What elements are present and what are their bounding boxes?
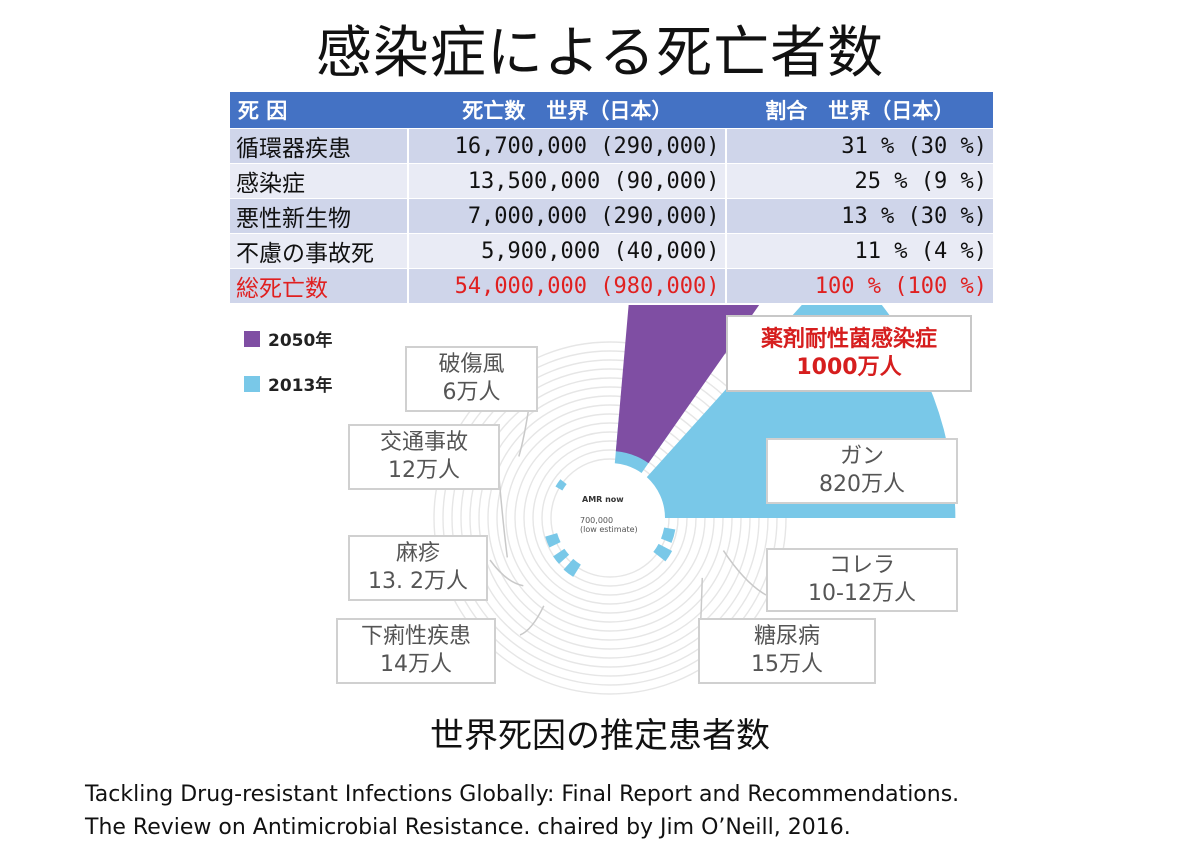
label-measles-value: 13. 2万人: [368, 569, 468, 594]
label-measles-name: 麻疹: [395, 541, 440, 566]
label-measles: 麻疹 13. 2万人: [348, 535, 488, 601]
cell-share: 25 % (9 %): [726, 163, 993, 199]
table-header-row: 死 因 死亡数 世界（日本） 割合 世界（日本）: [230, 92, 993, 129]
connector-line-2: [722, 550, 767, 596]
label-cancer: ガン 820万人: [766, 438, 958, 504]
bar-2050-0: [615, 305, 760, 464]
cell-cause: 悪性新生物: [230, 198, 410, 234]
bar-2013-2: [660, 527, 676, 543]
reference-line-2: The Review on Antimicrobial Resistance. …: [85, 815, 851, 840]
table-row: 循環器疾患 16,700,000 (290,000) 31 % (30 %): [230, 128, 993, 164]
header-deaths: 死亡数 世界（日本）: [408, 92, 727, 129]
label-traffic-name: 交通事故: [379, 430, 468, 455]
cell-deaths: 16,700,000 (290,000): [408, 128, 728, 164]
label-amr-name: 薬剤耐性菌感染症: [760, 326, 937, 352]
page-title: 感染症による死亡者数: [315, 21, 885, 86]
label-diabetes-value: 15万人: [751, 652, 823, 677]
label-amr-value: 1000万人: [796, 354, 902, 380]
center-label-note: (low estimate): [580, 525, 638, 534]
cell-share: 100 % (100 %): [726, 268, 993, 303]
connector-line-5: [489, 559, 524, 587]
label-traffic: 交通事故 12万人: [348, 424, 500, 490]
label-diabetes-name: 糖尿病: [753, 624, 820, 649]
cell-deaths: 54,000,000 (980,000): [408, 268, 728, 303]
bar-2013-5: [553, 548, 570, 564]
cell-deaths: 7,000,000 (290,000): [408, 198, 728, 234]
label-diarrhea: 下痢性疾患 14万人: [336, 618, 496, 684]
connector-line-4: [519, 605, 545, 636]
cell-cause: 不慮の事故死: [230, 233, 410, 269]
center-label-value: 700,000: [580, 516, 613, 525]
label-cholera: コレラ 10-12万人: [766, 548, 958, 612]
label-tetanus: 破傷風 6万人: [405, 346, 538, 412]
cell-share: 31 % (30 %): [726, 128, 993, 164]
center-disc: [560, 468, 660, 568]
label-tetanus-name: 破傷風: [438, 352, 505, 377]
bar-2013-6: [545, 533, 561, 548]
cell-deaths: 5,900,000 (40,000): [408, 233, 728, 269]
legend-label-2050: 2050年: [268, 331, 333, 351]
reference-line-1: Tackling Drug-resistant Infections Globa…: [85, 782, 960, 807]
cell-cause: 循環器疾患: [230, 128, 410, 164]
bar-2013-7: [555, 479, 567, 491]
label-cancer-value: 820万人: [819, 472, 905, 497]
label-tetanus-value: 6万人: [442, 380, 501, 405]
table-row: 感染症 13,500,000 (90,000) 25 % (9 %): [230, 163, 993, 199]
label-cholera-value: 10-12万人: [808, 581, 916, 606]
label-diabetes: 糖尿病 15万人: [698, 618, 876, 684]
bar-2013-3: [653, 543, 673, 562]
legend-swatch-2050: [244, 330, 260, 347]
table-row: 不慮の事故死 5,900,000 (40,000) 11 % (4 %): [230, 233, 993, 269]
cell-share: 11 % (4 %): [726, 233, 993, 269]
legend-item-2050: 2050年: [244, 326, 332, 351]
chart-caption: 世界死因の推定患者数: [430, 716, 770, 756]
label-diarrhea-value: 14万人: [380, 652, 452, 677]
legend-swatch-2013: [244, 375, 260, 392]
label-diarrhea-name: 下痢性疾患: [360, 624, 471, 649]
header-share: 割合 世界（日本）: [726, 92, 993, 129]
cell-cause: 総死亡数: [230, 268, 410, 303]
table-row: 悪性新生物 7,000,000 (290,000) 13 % (30 %): [230, 198, 993, 234]
cell-cause: 感染症: [230, 163, 410, 199]
bar-2013-4: [563, 558, 581, 577]
cell-share: 13 % (30 %): [726, 198, 993, 234]
label-traffic-value: 12万人: [388, 458, 460, 483]
legend-label-2013: 2013年: [268, 376, 333, 396]
center-label-title: AMR now: [582, 495, 624, 504]
death-cause-table: 死 因 死亡数 世界（日本） 割合 世界（日本） 循環器疾患 16,700,00…: [230, 92, 993, 303]
legend-item-2013: 2013年: [244, 371, 332, 396]
cell-deaths: 13,500,000 (90,000): [408, 163, 728, 199]
table-row-total: 総死亡数 54,000,000 (980,000) 100 % (100 %): [230, 268, 993, 303]
label-cancer-name: ガン: [839, 444, 884, 469]
label-amr: 薬剤耐性菌感染症 1000万人: [726, 315, 972, 392]
header-cause: 死 因: [230, 92, 409, 129]
label-cholera-name: コレラ: [828, 553, 895, 578]
